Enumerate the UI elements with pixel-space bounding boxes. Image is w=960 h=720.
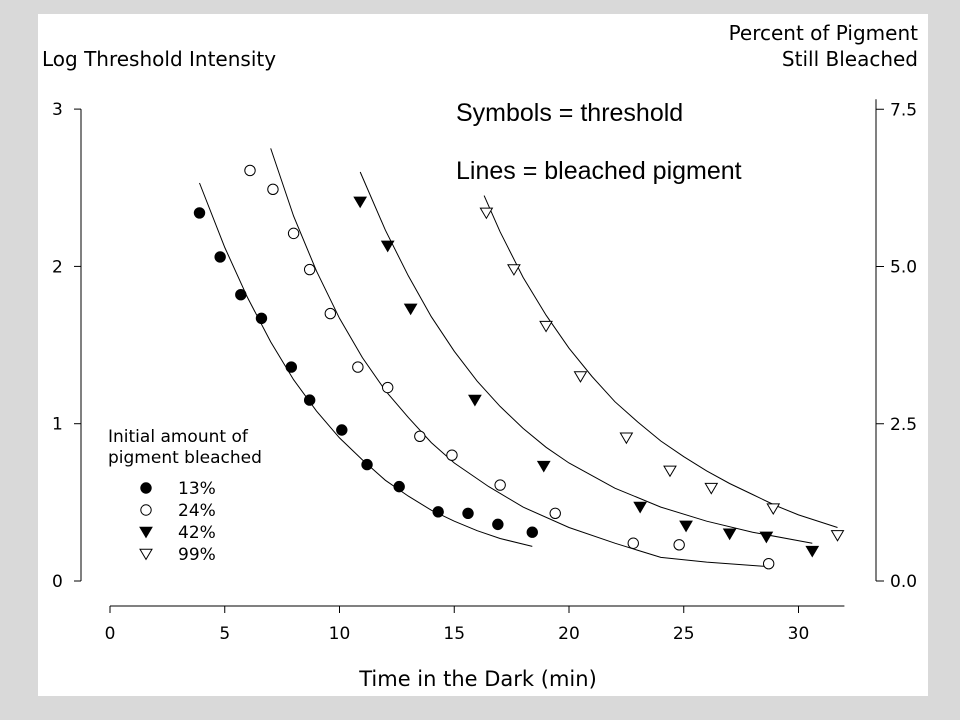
legend-marker-24pct [140,504,152,516]
point-24pct [324,307,337,320]
left-tick-label: 1 [52,415,63,435]
point-24pct [303,263,316,276]
legend-marker-99pct [139,548,153,561]
pigment-curves [199,148,838,568]
chart-svg: 0 1 2 3 0.0 2.5 5.0 7.5 0 5 10 15 20 25 30 Log Thresho… [42,21,919,691]
point-99pct [479,207,494,220]
point-13pct [255,312,268,325]
threshold-points [193,164,845,570]
point-42pct [536,460,551,473]
point-13pct [462,507,474,520]
point-24pct [352,361,364,373]
point-13pct [285,361,298,373]
point-42pct [353,196,368,209]
point-24pct [494,479,506,491]
chart-canvas: 0 1 2 3 0.0 2.5 5.0 7.5 0 5 10 15 20 25 30 Log Thresho… [38,14,928,696]
point-24pct [762,557,775,570]
point-99pct [507,264,521,276]
legend-label-24: 24% [178,501,216,521]
point-13pct [492,518,504,531]
point-24pct [627,537,639,549]
point-99pct [704,482,719,495]
point-24pct [267,183,279,196]
point-42pct [468,394,482,407]
legend-title-line-1: Initial amount of [108,427,249,447]
point-13pct [193,207,206,219]
point-13pct [393,480,405,493]
x-tick-label: 20 [558,624,580,644]
right-tick-label: 5.0 [890,258,917,278]
left-tick-label: 2 [52,257,63,277]
point-42pct [403,303,418,316]
point-13pct [361,458,373,471]
right-axis-title-line-1: Percent of Pigment [729,21,919,45]
x-tick-label: 10 [329,624,351,644]
curve-42pct [359,171,813,544]
point-99pct [663,465,677,478]
point-13pct [235,289,247,301]
point-42pct [679,520,693,533]
x-tick-label: 30 [788,624,810,644]
point-42pct [380,240,395,253]
x-tick-label: 15 [443,624,465,644]
point-24pct [381,381,394,394]
x-axis-title: Time in the Dark (min) [358,667,597,691]
x-tick-label: 5 [219,624,230,644]
point-24pct [414,430,426,442]
legend-marker-42pct [139,526,153,539]
point-99pct [573,371,588,383]
left-tick-label: 3 [52,100,63,120]
right-axis-title-line-2: Still Bleached [782,47,918,71]
legend-title-line-2: pigment bleached [108,448,262,468]
legend-label-13: 13% [178,479,216,499]
point-24pct [287,227,300,240]
legend-label-99: 99% [178,545,216,565]
point-42pct [633,501,648,514]
point-24pct [446,449,458,461]
left-axis-title: Log Threshold Intensity [42,47,276,71]
annotation-lines: Lines = bleached pigment [456,157,742,185]
curve-24pct [270,148,772,568]
point-99pct [539,320,553,333]
point-13pct [432,506,444,518]
point-13pct [303,394,316,406]
point-13pct [526,526,538,538]
point-42pct [759,531,774,544]
point-42pct [722,528,737,541]
point-99pct [830,530,845,542]
point-99pct [766,503,781,516]
right-tick-label: 2.5 [890,415,917,435]
point-13pct [214,251,226,263]
axes: 0 1 2 3 0.0 2.5 5.0 7.5 0 5 10 15 20 25 30 [52,99,917,644]
curve-13pct [199,182,533,547]
point-42pct [805,545,820,558]
right-tick-label: 7.5 [890,100,917,120]
legend-markers [139,482,153,561]
legend-label-42: 42% [178,523,216,543]
x-tick-label: 25 [673,624,695,644]
point-13pct [336,424,348,436]
point-24pct [244,164,256,177]
point-24pct [549,507,561,520]
point-99pct [619,432,634,445]
left-tick-label: 0 [52,572,63,592]
point-24pct [673,539,685,551]
curve-99pct [483,195,838,528]
legend-marker-13pct [140,482,152,494]
annotation-symbols: Symbols = threshold [456,99,683,127]
right-tick-label: 0.0 [890,572,917,592]
legend: Initial amount of pigment bleached 13% 2… [108,427,262,565]
x-tick-label: 0 [105,624,116,644]
